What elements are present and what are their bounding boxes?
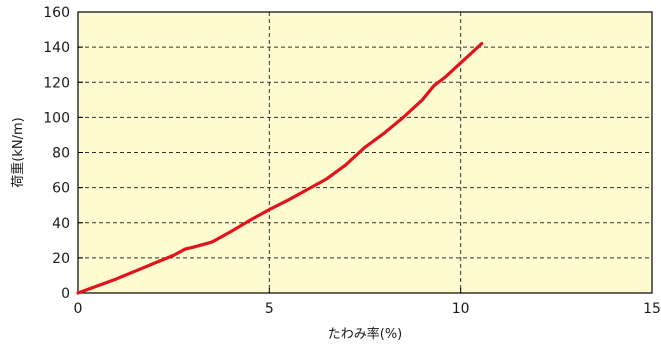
plot-frame: [77, 11, 653, 294]
y-tick-label: 0: [61, 286, 70, 302]
x-axis-label: たわみ率(%): [328, 326, 403, 342]
y-tick-label: 40: [52, 216, 70, 232]
y-tick-label: 120: [43, 75, 70, 91]
x-tick-label: 5: [265, 301, 274, 317]
y-tick-label: 160: [43, 5, 70, 21]
x-tick-label: 10: [452, 301, 470, 317]
y-tick-label: 60: [52, 181, 70, 197]
x-tick-label: 15: [643, 301, 661, 317]
y-tick-label: 100: [43, 110, 70, 126]
x-tick-labels: 0 5 10 15: [74, 301, 661, 317]
y-axis-label: 荷重(kN/m): [10, 117, 26, 187]
series-line: [76, 42, 484, 295]
series-layer: [76, 42, 484, 295]
y-tick-labels: 0 20 40 60 80 100 120 140 160: [43, 5, 70, 302]
y-tick-label: 20: [52, 251, 70, 267]
x-tick-label: 0: [74, 301, 83, 317]
y-tick-label: 140: [43, 40, 70, 56]
y-tick-label: 80: [52, 146, 70, 162]
